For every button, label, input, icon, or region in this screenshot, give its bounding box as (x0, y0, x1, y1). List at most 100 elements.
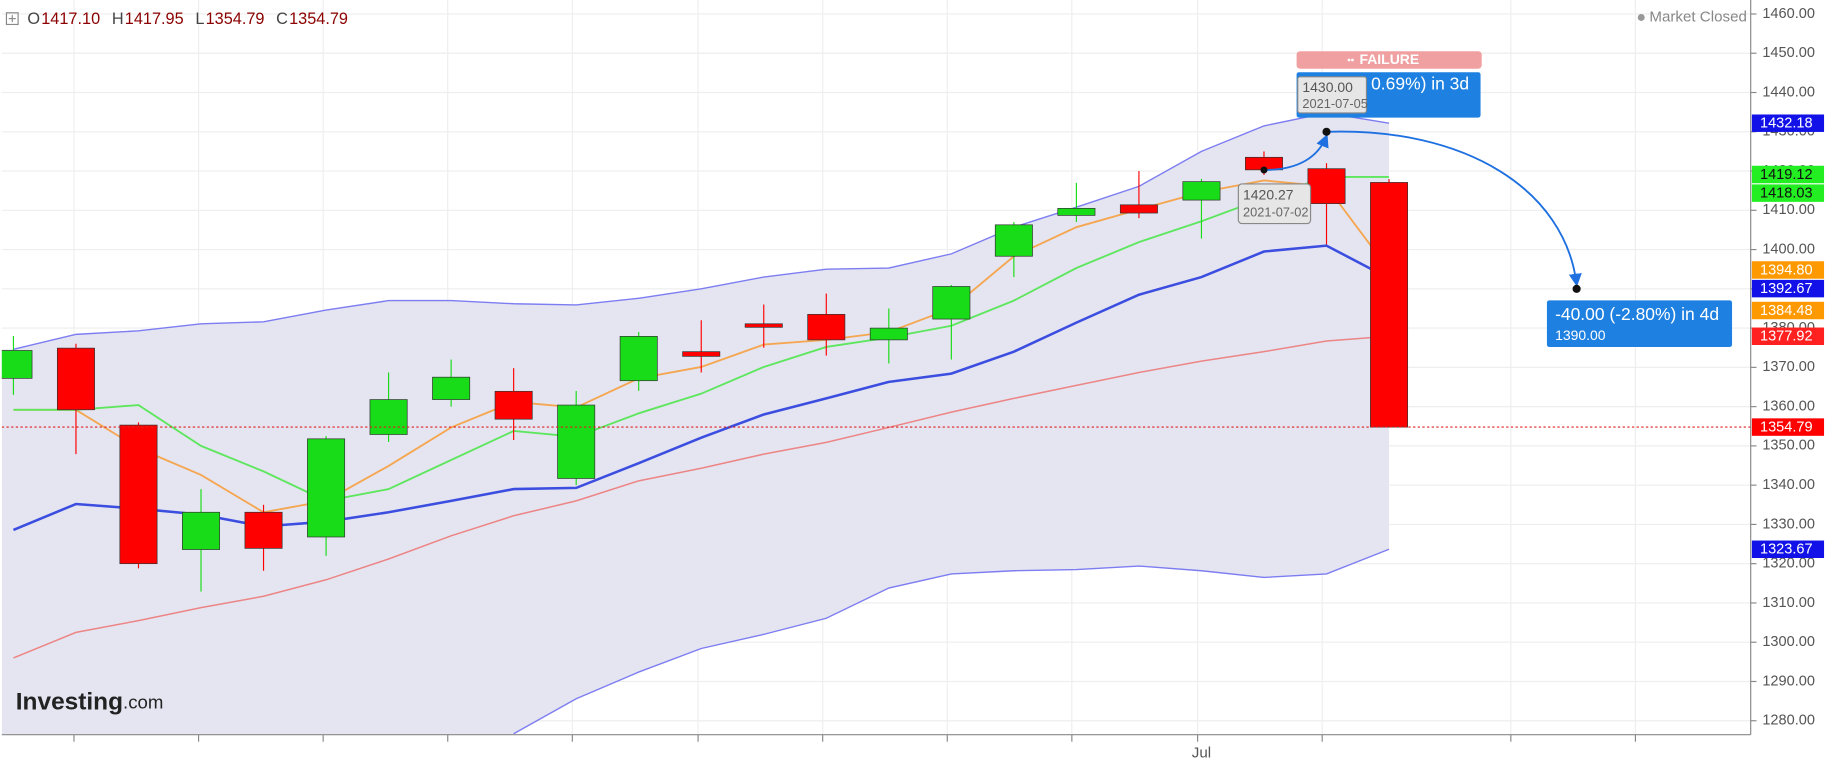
y-tick-label: 1370.00 (1762, 359, 1815, 375)
logo: Investing.com (16, 689, 164, 716)
moving-average (13, 335, 1390, 659)
anchor-point (1260, 166, 1268, 174)
price-label-bg (1751, 327, 1825, 345)
tooltip-date: 2021-07-02 (1243, 204, 1308, 219)
candle-body (1, 350, 33, 379)
header: Market Closed Investing.com O 1417.10 H 141… (5, 8, 1747, 716)
price-label: 1323.67 (1760, 542, 1813, 558)
candle-body (557, 404, 596, 479)
price-label: 1354.79 (1760, 420, 1813, 436)
projection-up-text: 0.69%) in 3d (1371, 74, 1469, 94)
logo-suffix: .com (123, 691, 163, 712)
y-tick-label: 1310.00 (1762, 595, 1815, 611)
tooltip-value: 1430.00 (1302, 79, 1353, 95)
ohlc-key: L (195, 10, 204, 28)
ohlc-value: 1417.10 (41, 10, 100, 28)
y-tick-label: 1330.00 (1762, 516, 1815, 532)
tooltip-date: 2021-07-05 (1302, 96, 1367, 111)
band-area (1, 112, 1390, 735)
price-label-bg (1751, 279, 1825, 298)
price-label: 1377.92 (1760, 329, 1813, 345)
candle-body (182, 511, 220, 550)
price-label: 1384.48 (1760, 303, 1813, 319)
price-label-bg (1751, 184, 1825, 202)
failure-badge (1296, 51, 1482, 69)
price-label-bg (1751, 165, 1825, 184)
ohlc-value: 1417.95 (125, 10, 184, 28)
candle-body (244, 511, 283, 549)
ohlc-value: 1354.79 (206, 10, 265, 28)
y-tick-label: 1350.00 (1762, 438, 1815, 454)
candle-body (807, 314, 846, 341)
y-tick-label: 1440.00 (1762, 84, 1815, 100)
x-tick-label: Jul (1192, 744, 1211, 761)
candle-body (119, 424, 158, 565)
ohlc-key: H (112, 10, 124, 28)
y-tick-label: 1460.00 (1762, 6, 1815, 22)
ohlc-key: C (276, 10, 288, 28)
y-tick-label: 1290.00 (1762, 673, 1815, 689)
candle-body (1057, 207, 1096, 216)
ohlc-value: 1354.79 (289, 10, 348, 28)
plot (1, 112, 1751, 735)
y-tick-label: 1400.00 (1762, 241, 1815, 257)
failure-icon (1351, 58, 1354, 62)
candle-body (494, 390, 533, 420)
price-label-bg (1751, 540, 1825, 559)
candle-body (1307, 168, 1346, 204)
candle-body (682, 351, 721, 357)
candle-body (369, 399, 408, 435)
candle-body (994, 224, 1033, 257)
y-tick-label: 1360.00 (1762, 398, 1815, 414)
ohlc-key: O (27, 10, 40, 28)
candle-body (307, 438, 346, 538)
price-label-bg (1751, 301, 1825, 320)
band-middle (12, 244, 1390, 532)
candle-body (932, 286, 971, 320)
candle-body (744, 323, 783, 328)
arrow (1326, 130, 1582, 287)
price-label-bg (1751, 114, 1825, 132)
price-label: 1432.18 (1760, 116, 1813, 132)
projection-down-box (1546, 300, 1733, 347)
y-tick-label: 1300.00 (1762, 634, 1815, 650)
status-dot (1637, 13, 1645, 21)
anchor-point (1572, 284, 1581, 293)
price-label: 1394.80 (1760, 262, 1813, 278)
anchor-point (1322, 127, 1331, 136)
arrow (1263, 134, 1329, 171)
projection-down-text: -40.00 (-2.80%) in 4d (1555, 304, 1719, 324)
candle-body (1119, 204, 1158, 214)
y-tick-label: 1410.00 (1762, 202, 1815, 218)
y-tick-label: 1450.00 (1762, 45, 1815, 61)
candle-body (869, 327, 908, 341)
logo-name: Investing (16, 689, 123, 716)
y-tick-label: 1280.00 (1762, 713, 1815, 729)
candle-body (1370, 182, 1409, 428)
failure-icon (1347, 58, 1351, 62)
price-label-bg (1751, 261, 1825, 279)
price-label: 1419.12 (1760, 167, 1813, 183)
y-tick-label: 1340.00 (1762, 477, 1815, 493)
tooltip-box (1297, 76, 1368, 114)
y-tick-label: 1320.00 (1762, 556, 1815, 572)
candle-body (432, 376, 471, 400)
failure-label: FAILURE (1359, 51, 1419, 67)
price-label: 1392.67 (1760, 281, 1813, 297)
expand-icon[interactable] (5, 12, 19, 26)
tooltip-value: 1420.27 (1243, 186, 1294, 202)
candle-body (1182, 181, 1221, 201)
price-label: 1418.03 (1760, 186, 1813, 202)
band-lower (513, 548, 1390, 735)
candle-body (56, 347, 95, 411)
candle-body (619, 335, 658, 382)
band-upper (13, 112, 1390, 350)
projection-down-price: 1390.00 (1555, 327, 1606, 343)
price-label-bg (1751, 418, 1825, 436)
market-status: Market Closed (1649, 8, 1747, 25)
moving-average (13, 175, 1390, 502)
